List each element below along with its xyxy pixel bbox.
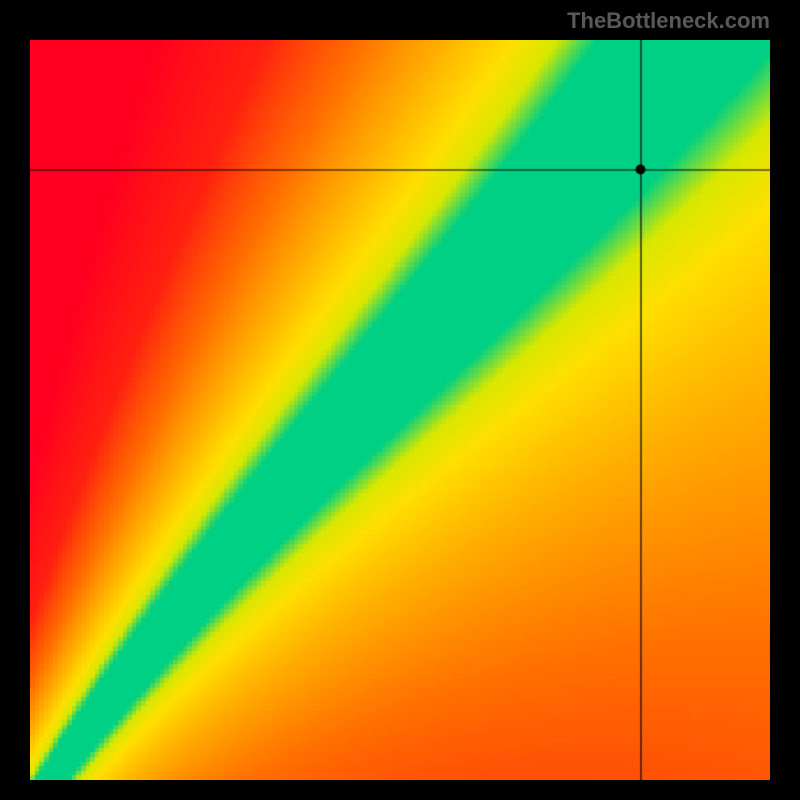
chart-container: TheBottleneck.com <box>0 0 800 800</box>
watermark-text: TheBottleneck.com <box>567 8 770 34</box>
bottleneck-heatmap <box>30 40 770 780</box>
